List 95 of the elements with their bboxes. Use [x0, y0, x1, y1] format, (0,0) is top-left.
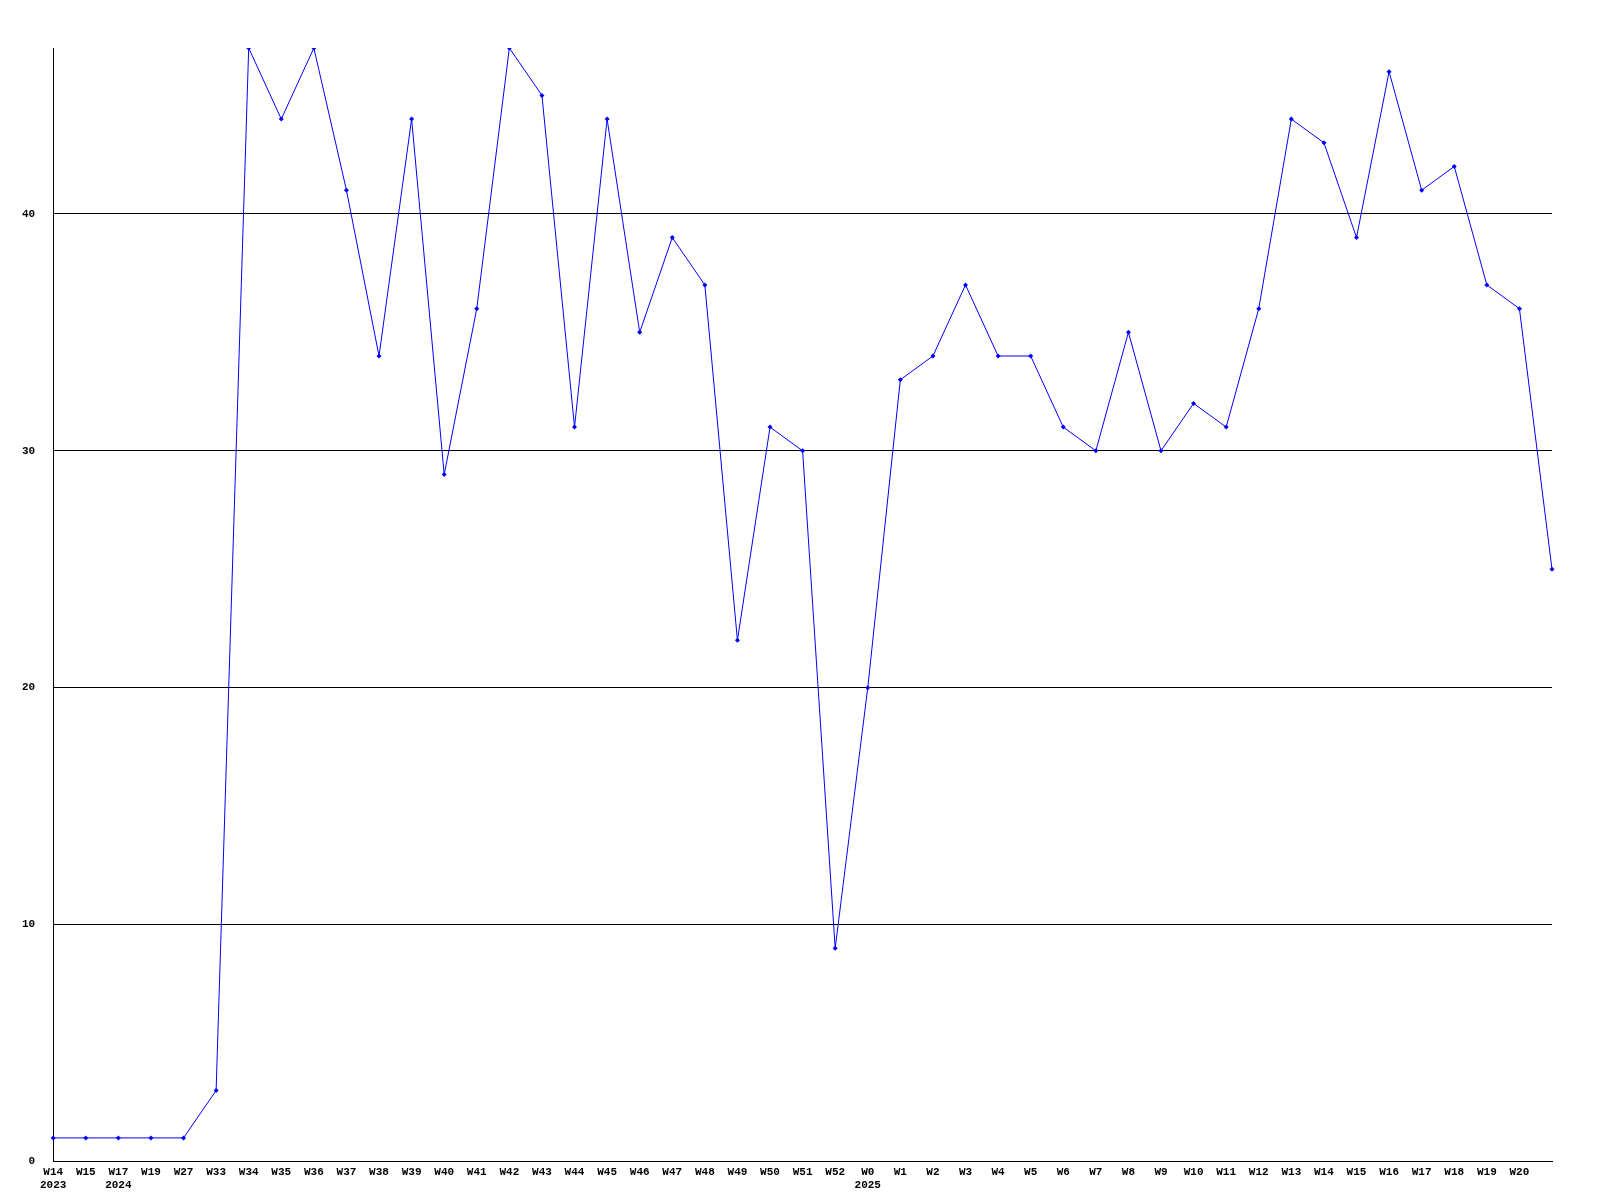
point: [1419, 187, 1425, 193]
point: [1321, 140, 1327, 146]
x-tick-label: W38: [369, 1165, 390, 1178]
x-tick-label: W44: [564, 1165, 585, 1178]
x-tick-label: W16: [1379, 1165, 1399, 1178]
x-tick-label: W1: [893, 1165, 908, 1178]
y-tick-label: 0: [28, 1155, 36, 1168]
x-tick-label: W40: [434, 1165, 455, 1178]
point: [767, 424, 773, 430]
point: [213, 1088, 219, 1094]
point: [1256, 306, 1262, 312]
point: [572, 424, 578, 430]
point: [1191, 400, 1197, 406]
point: [865, 685, 871, 691]
x-tick-label: W33: [206, 1165, 227, 1178]
point: [1060, 424, 1066, 430]
point: [1549, 566, 1555, 572]
point: [702, 282, 708, 288]
point: [539, 92, 545, 98]
x-tick-label: W2: [926, 1165, 940, 1178]
x-tick-label: W52: [825, 1165, 846, 1178]
point: [963, 282, 969, 288]
point: [1125, 329, 1131, 335]
x-tick-label: W27: [173, 1165, 194, 1178]
point: [343, 187, 349, 193]
x-tick-label: W36: [303, 1165, 324, 1178]
point: [897, 377, 903, 383]
point: [1484, 282, 1490, 288]
point: [441, 471, 447, 477]
x-tick-label: W46: [629, 1165, 650, 1178]
x-tick-label: W45: [597, 1165, 618, 1178]
x-tick-label: W39: [401, 1165, 422, 1178]
x-tick-label: W17: [1411, 1165, 1432, 1178]
point: [832, 945, 838, 951]
point: [83, 1135, 89, 1141]
point: [278, 116, 284, 122]
x-tick-label: W18: [1444, 1165, 1465, 1178]
x-tick-label: W47: [662, 1165, 683, 1178]
point: [376, 353, 382, 359]
y-tick-label: 30: [22, 444, 36, 457]
x-tick-label: W51: [792, 1165, 813, 1178]
x-tick-label: W48: [694, 1165, 716, 1178]
point: [669, 235, 675, 241]
point: [409, 116, 415, 122]
x-tick-label: W43: [532, 1165, 553, 1178]
x-tick-label: W49: [727, 1165, 748, 1178]
point: [800, 448, 806, 454]
y-tick-label: 20: [22, 681, 36, 694]
point: [181, 1135, 187, 1141]
point: [604, 116, 610, 122]
point: [930, 353, 936, 359]
x-tick-label: W8: [1121, 1165, 1136, 1178]
point: [115, 1135, 121, 1141]
point: [1223, 424, 1229, 430]
x-tick-label: W35: [271, 1165, 292, 1178]
x-tick-label: W19: [1476, 1165, 1497, 1178]
x-tick-label: W10: [1183, 1165, 1204, 1178]
x-tick-label: W14 2023: [40, 1165, 67, 1192]
x-tick-label: W20: [1509, 1165, 1530, 1178]
x-tick-label: W7: [1089, 1165, 1103, 1178]
point: [637, 329, 643, 335]
point: [1386, 69, 1392, 75]
x-tick-label: W15: [1346, 1165, 1367, 1178]
x-tick-label: W37: [336, 1165, 357, 1178]
x-tick-label: W19: [141, 1165, 161, 1178]
point: [474, 306, 480, 312]
x-tick-label: W34: [238, 1165, 259, 1178]
point: [1451, 163, 1457, 169]
x-tick-label: W4: [991, 1165, 1006, 1178]
point: [1158, 448, 1164, 454]
y-tick-label: 10: [22, 918, 36, 931]
x-tick-label: W3: [958, 1165, 973, 1178]
x-tick-label: W15: [75, 1165, 97, 1178]
point: [1093, 448, 1099, 454]
y-tick-label: 40: [22, 207, 36, 220]
x-tick-label: W0 2025: [854, 1165, 882, 1192]
x-tick-label: W13: [1281, 1165, 1302, 1178]
x-tick-label: W6: [1056, 1165, 1070, 1178]
x-tick-label: W41: [466, 1165, 488, 1178]
point: [1028, 353, 1034, 359]
point: [734, 637, 740, 643]
x-tick-label: W9: [1154, 1165, 1168, 1178]
point: [995, 353, 1001, 359]
x-tick-label: W12: [1248, 1165, 1269, 1178]
x-tick-label: W5: [1024, 1165, 1038, 1178]
point: [1288, 116, 1294, 122]
x-tick-label: W17 2024: [105, 1165, 132, 1192]
point: [148, 1135, 154, 1141]
point: [50, 1135, 56, 1141]
x-tick-label: W50: [760, 1165, 780, 1178]
x-tick-label: W14: [1314, 1165, 1335, 1178]
point: [1516, 306, 1522, 312]
x-tick-label: W42: [499, 1165, 520, 1178]
point: [1354, 235, 1360, 241]
x-tick-label: W11: [1216, 1165, 1237, 1178]
